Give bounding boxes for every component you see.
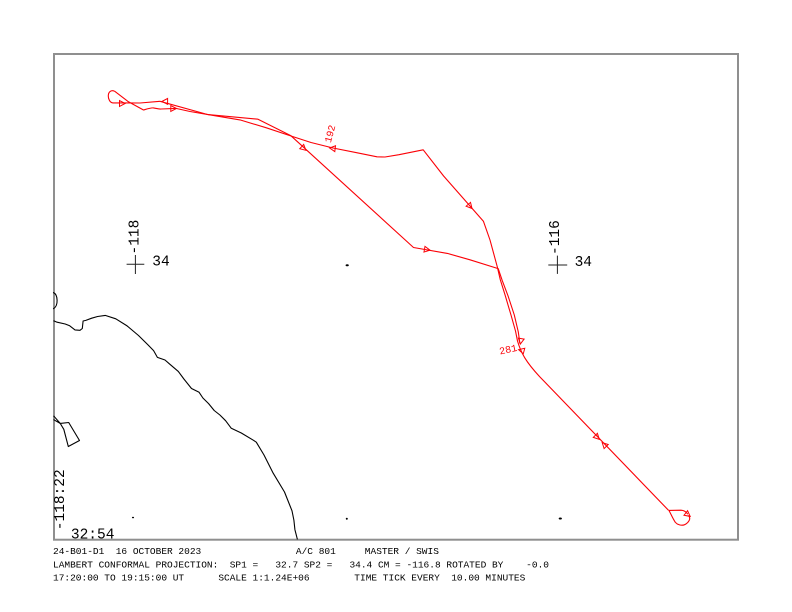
- svg-text:MASTER / SWIS: MASTER / SWIS: [365, 546, 439, 557]
- svg-text:192: 192: [324, 124, 339, 144]
- svg-text:-118: -118: [128, 220, 144, 255]
- svg-text:24-B01-D1 16 OCTOBER 2023: 24-B01-D1 16 OCTOBER 2023: [53, 546, 202, 557]
- svg-text:TIME TICK EVERY 10.00 MINUTES: TIME TICK EVERY 10.00 MINUTES: [354, 572, 525, 583]
- svg-text:32:54: 32:54: [71, 528, 115, 544]
- svg-text:34: 34: [575, 255, 592, 271]
- svg-text:34: 34: [152, 254, 169, 270]
- svg-text:LAMBERT CONFORMAL PROJECTION:: LAMBERT CONFORMAL PROJECTION: SP1 = 32.7…: [53, 559, 549, 570]
- svg-text:-116: -116: [548, 220, 564, 255]
- svg-text:281: 281: [499, 344, 519, 359]
- svg-text:17:20:00 TO 19:15:00 UT S: 17:20:00 TO 19:15:00 UT SCALE 1:1.24E+06: [53, 572, 310, 583]
- svg-text:A/C 801: A/C 801: [296, 546, 336, 557]
- svg-text:-118:22: -118:22: [53, 469, 69, 530]
